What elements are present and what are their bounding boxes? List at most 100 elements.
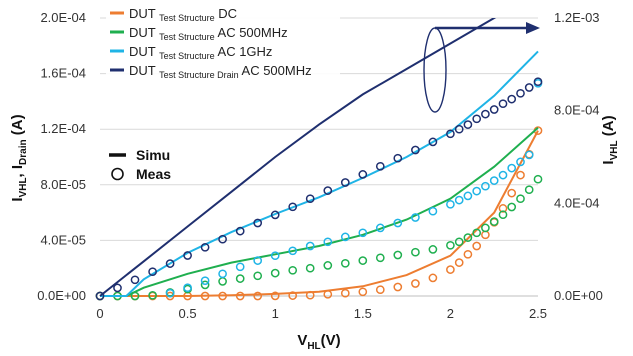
x-tick-label: 0 xyxy=(96,306,103,321)
legend-entry-post: DC xyxy=(215,6,237,21)
series-meas-point xyxy=(340,232,350,242)
marker-legend-circle xyxy=(111,167,124,181)
series-meas-point xyxy=(411,213,420,222)
series-meas-point xyxy=(358,170,368,179)
legend-entry-post: AC 1GHz xyxy=(215,44,273,59)
legend-entry-pre: DUT xyxy=(129,25,159,40)
legend-entry-sub: Test Structure xyxy=(159,13,215,23)
x-axis-title-sub: HL xyxy=(307,341,320,352)
marker-legend-label: Meas xyxy=(136,166,171,182)
legend-entry: DUT Test Structure AC 1GHz xyxy=(129,44,272,61)
legend-entry-pre: DUT xyxy=(129,63,159,78)
series-meas-point xyxy=(481,181,490,191)
series-meas-point xyxy=(454,195,464,205)
y-right-axis-title-sub: VHL xyxy=(609,140,620,160)
series-meas-point xyxy=(270,291,280,301)
series-meas-point xyxy=(533,77,543,87)
series-meas-point xyxy=(446,199,455,209)
series-meas-point xyxy=(183,251,192,260)
y-right-axis-title: IVHL​ (A) xyxy=(600,115,620,164)
series-meas-point xyxy=(235,262,245,272)
y-right-axis-title-part: (A) xyxy=(600,115,617,140)
series-meas-point xyxy=(454,237,464,247)
series-meas-point xyxy=(218,291,227,301)
series-meas-point xyxy=(463,120,473,129)
series-meas-point xyxy=(393,282,403,292)
y-left-tick-label: 2.0E-04 xyxy=(40,10,86,25)
x-tick-label: 2.5 xyxy=(529,306,547,321)
series-meas-point xyxy=(375,161,385,171)
series-meas-point xyxy=(428,245,438,254)
x-tick-label: 0.5 xyxy=(179,306,197,321)
series-meas-point xyxy=(218,269,227,279)
series-meas-point xyxy=(235,291,245,301)
series-meas-point xyxy=(305,241,315,251)
series-meas-point xyxy=(393,218,403,228)
series-meas-point xyxy=(524,150,534,160)
series-meas-point xyxy=(358,287,368,297)
y-left-axis-title-sub: Drain xyxy=(18,139,29,165)
series-meas-point xyxy=(235,274,245,283)
series-meas-point xyxy=(200,291,210,301)
series-meas-point xyxy=(340,178,350,187)
x-axis-title-suffix: (V) xyxy=(321,332,341,349)
series-meas-point xyxy=(516,88,525,98)
series-meas-point xyxy=(463,191,473,201)
series-meas-point xyxy=(270,251,280,261)
series-meas-point xyxy=(489,217,499,226)
series-meas-point xyxy=(489,176,499,185)
series-meas-point xyxy=(288,246,298,256)
series-meas-point xyxy=(489,105,499,114)
x-axis-title-main: V xyxy=(297,332,307,349)
series-meas-point xyxy=(507,188,517,198)
y-left-tick-label: 4.0E-05 xyxy=(40,232,86,247)
annotation-arrow-head xyxy=(526,22,540,34)
series-meas-point xyxy=(472,186,482,196)
legend-entry-post: AC 500MHz xyxy=(239,63,312,78)
series-meas-point xyxy=(393,153,403,163)
series-meas-point xyxy=(288,202,298,212)
series-meas-point xyxy=(375,253,385,263)
series-meas-point xyxy=(253,291,263,301)
legend-entry-sub: Test Structure xyxy=(159,51,215,61)
series-meas-point xyxy=(472,228,482,238)
legend-entry: DUT Test Structure AC 500MHz xyxy=(129,25,288,42)
legend-background xyxy=(106,4,340,92)
series-meas-point xyxy=(218,234,227,244)
series-meas-point xyxy=(507,163,517,173)
marker-legend-label: Simu xyxy=(136,147,170,163)
legend-entry-pre: DUT xyxy=(129,6,159,21)
series-meas-point xyxy=(446,265,455,274)
y-left-tick-label: 1.2E-04 xyxy=(40,121,86,136)
series-simu-line xyxy=(100,127,539,297)
x-tick-label: 1 xyxy=(272,306,279,321)
series-meas-point xyxy=(200,276,210,286)
series-meas-point xyxy=(358,228,368,238)
series-meas-point xyxy=(375,285,385,295)
series-meas-point xyxy=(305,290,315,300)
x-tick-label: 1.5 xyxy=(354,306,372,321)
series-meas-point xyxy=(533,174,543,184)
series-meas-point xyxy=(323,289,333,299)
series-meas-point xyxy=(454,124,464,134)
y-left-tick-label: 1.6E-04 xyxy=(40,66,86,81)
series-meas-point xyxy=(200,242,210,252)
x-axis-title: VHL(V) xyxy=(297,332,340,352)
series-meas-point xyxy=(481,109,490,119)
series-meas-point xyxy=(95,291,105,301)
series-meas-point xyxy=(253,218,263,228)
series-meas-point xyxy=(323,237,333,247)
series-meas-point xyxy=(375,223,385,233)
series-meas-point xyxy=(130,275,140,285)
series-group xyxy=(95,18,543,301)
series-meas-point xyxy=(498,204,508,213)
series-meas-point xyxy=(428,273,438,283)
series-meas-point xyxy=(498,99,508,109)
series-meas-point xyxy=(463,249,473,259)
series-meas-point xyxy=(411,145,420,155)
series-meas-point xyxy=(393,250,403,260)
series-meas-point xyxy=(165,291,175,301)
series-meas-point xyxy=(323,261,333,270)
series-meas-point xyxy=(305,194,315,204)
